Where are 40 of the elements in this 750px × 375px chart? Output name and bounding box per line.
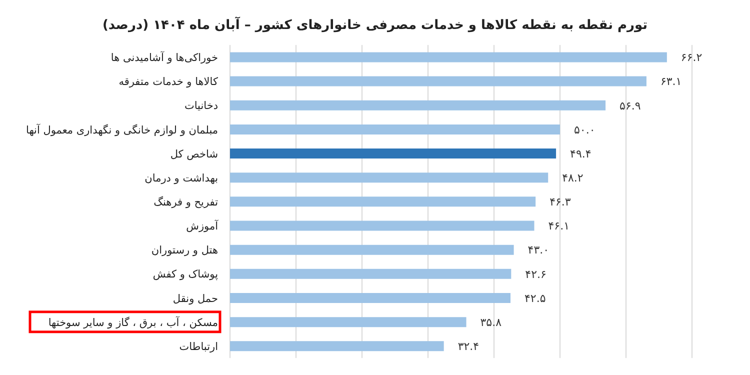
bar	[230, 124, 560, 134]
bar	[230, 292, 510, 303]
y-tick-label: خوراکی‌ها و آشامیدنی ها	[110, 51, 218, 64]
data-label: ۳۲.۴	[458, 340, 480, 354]
bar	[230, 148, 556, 159]
y-tick-label: ارتباطات	[179, 340, 218, 353]
y-tick-label: دخانیات	[184, 100, 218, 112]
y-tick-label: پوشاک و کفش	[152, 268, 218, 281]
data-label: ۴۳.۰	[528, 244, 550, 257]
bar	[230, 341, 444, 352]
data-label: ۴۹.۴	[570, 147, 592, 160]
data-label: ۵۶.۹	[620, 99, 641, 112]
data-label: ۴۸.۲	[562, 172, 584, 185]
data-label: ۵۰.۰	[574, 123, 596, 136]
data-label: ۴۲.۵	[524, 292, 546, 305]
data-label: ۴۲.۶	[525, 268, 546, 281]
bar	[230, 268, 512, 279]
bar	[230, 172, 548, 183]
y-tick-label: مبلمان و لوازم خانگی و نگهداری معمول آنها	[26, 123, 218, 136]
y-tick-label: مسکن ، آب ، برق ، گاز و سایر سوختها	[48, 316, 218, 329]
y-tick-label: حمل ونقل	[172, 292, 218, 305]
data-label: ۴۶.۳	[550, 196, 571, 209]
data-label: ۶۳.۱	[660, 75, 682, 88]
bar	[230, 317, 466, 328]
data-label: ۳۵.۸	[480, 316, 502, 329]
bar	[230, 196, 536, 207]
data-label: ۴۶.۱	[548, 220, 570, 233]
y-tick-label: بهداشت و درمان	[144, 172, 218, 184]
y-tick-label: هتل و رستوران	[151, 244, 218, 257]
chart-title: تورم نقطه به نقطه کالاها و خدمات مصرفی خانوارهای کشور – آبان ماه ۱۴۰۴ (درصد)	[101, 16, 649, 35]
y-tick-label: تفریح و فرهنگ	[154, 196, 218, 208]
y-tick-label: کالاها و خدمات متفرقه	[118, 76, 218, 88]
bar	[230, 220, 534, 231]
y-tick-label: آموزش	[186, 220, 220, 233]
bar	[230, 100, 606, 110]
y-tick-label: شاخص کل	[170, 148, 218, 160]
bar	[230, 244, 514, 255]
data-label: ۶۶.۲	[680, 51, 702, 64]
bar	[230, 52, 667, 62]
bar	[230, 76, 646, 86]
